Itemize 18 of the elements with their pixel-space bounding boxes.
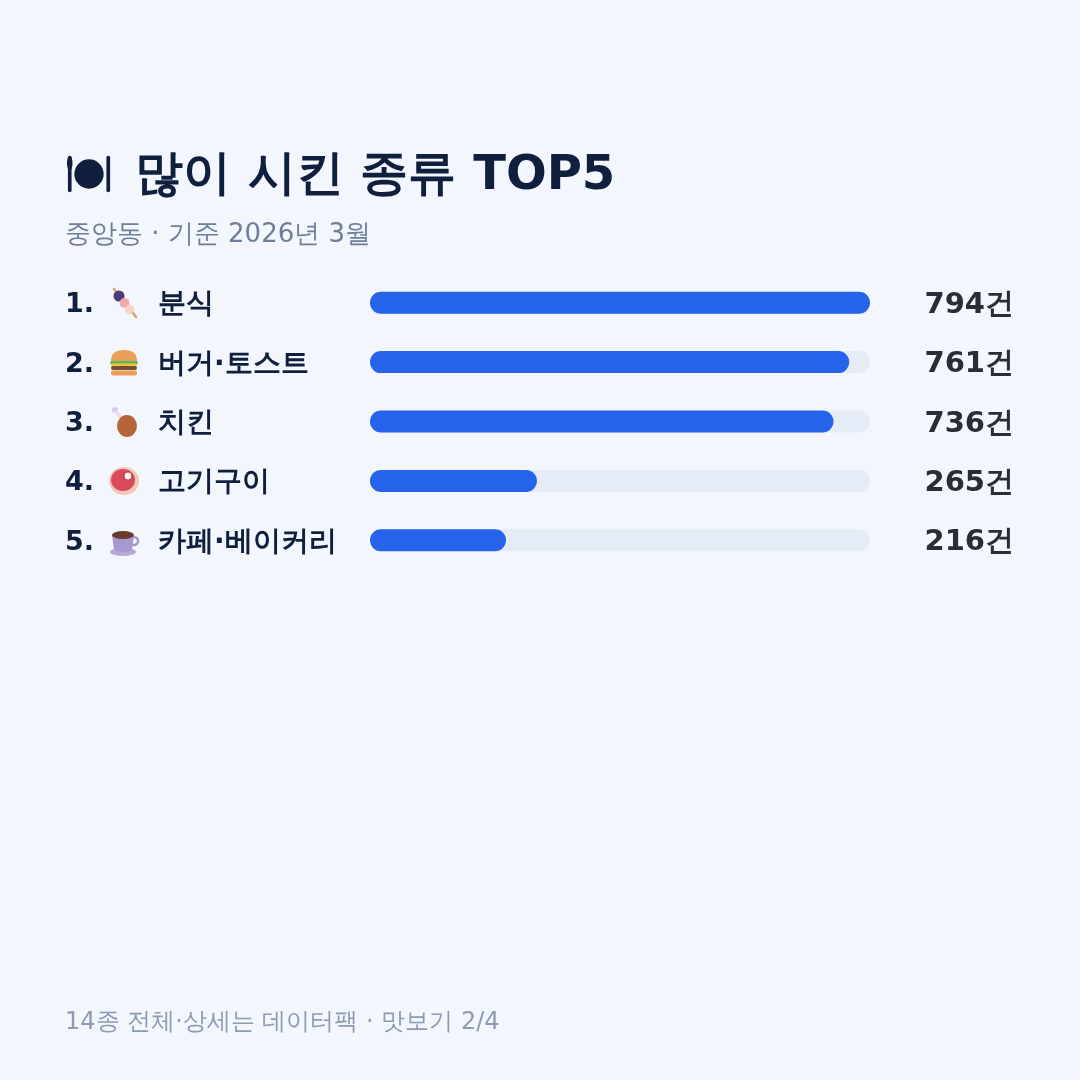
data-label: 216건 bbox=[924, 523, 1014, 558]
data-label: 761건 bbox=[924, 345, 1014, 380]
y-tick-label: 분식 bbox=[158, 286, 214, 320]
text: 2. bbox=[65, 346, 95, 378]
text: 1. bbox=[65, 287, 95, 319]
y-tick-label: 카페·베이커리 bbox=[158, 523, 337, 557]
text: 14종 전체·상세는 데이터팩 · 맛보기 2/4 bbox=[65, 1006, 500, 1037]
chart-title: 많이 시킨 종류 TOP5 bbox=[135, 143, 616, 202]
data-label: 265건 bbox=[924, 463, 1014, 498]
text: 3. bbox=[65, 406, 95, 437]
data-label: 794건 bbox=[924, 285, 1014, 320]
chart-subtitle: 중앙동 · 기준 2026년 3월 bbox=[65, 217, 372, 250]
text: 5. bbox=[65, 524, 95, 556]
y-tick-label: 치킨 bbox=[158, 405, 214, 438]
y-tick-label: 고기구이 bbox=[158, 464, 270, 498]
text: 4. bbox=[65, 465, 95, 497]
data-label: 736건 bbox=[924, 404, 1014, 439]
y-tick-label: 버거·토스트 bbox=[158, 345, 309, 379]
